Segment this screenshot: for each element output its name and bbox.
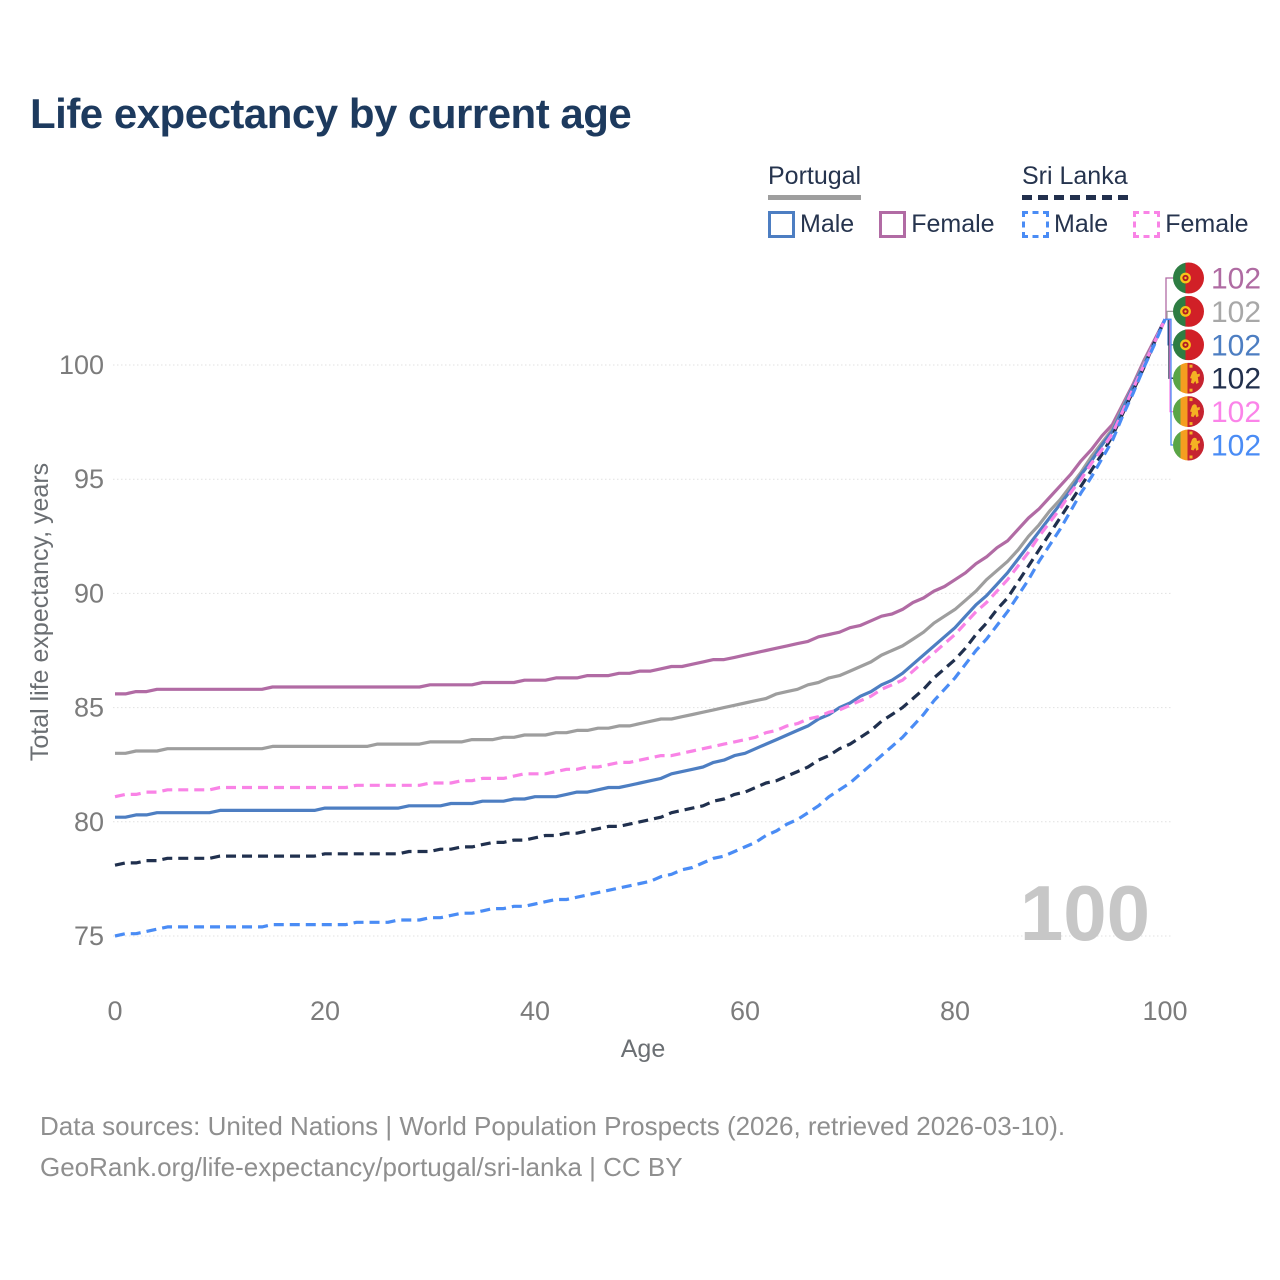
end-value-label: 102 bbox=[1211, 430, 1261, 463]
y-tick-label: 80 bbox=[74, 807, 104, 837]
end-value-label: 102 bbox=[1211, 296, 1261, 329]
legend-srilanka-items: Male Female bbox=[1022, 210, 1274, 239]
series-line-portugal-male bbox=[115, 318, 1167, 819]
portugal-flag-icon bbox=[1173, 296, 1204, 327]
legend-group-portugal: Portugal Male Female bbox=[768, 162, 1020, 239]
y-tick-label: 75 bbox=[74, 921, 104, 951]
end-value-label: 102 bbox=[1211, 396, 1261, 429]
x-axis-title: Age bbox=[621, 1035, 665, 1063]
sri-lanka-flag-icon bbox=[1173, 430, 1204, 461]
portugal-male-swatch bbox=[768, 211, 795, 238]
end-label-connector bbox=[1165, 277, 1173, 320]
series-layer bbox=[114, 318, 1167, 938]
end-label-connector bbox=[1165, 318, 1173, 446]
srilanka-female-swatch bbox=[1133, 211, 1161, 238]
srilanka-female-label: Female bbox=[1165, 210, 1249, 238]
footer-attribution: GeoRank.org/life-expectancy/portugal/sri… bbox=[40, 1152, 683, 1182]
portugal-flag-icon bbox=[1173, 263, 1204, 294]
sri-lanka-flag-icon bbox=[1173, 363, 1204, 394]
srilanka-male-label: Male bbox=[1054, 210, 1109, 238]
y-tick-label: 90 bbox=[74, 578, 104, 608]
footer-datasource: Data sources: United Nations | World Pop… bbox=[40, 1111, 1066, 1141]
x-tick-label: 40 bbox=[520, 996, 550, 1026]
legend-portugal-items: Male Female bbox=[768, 210, 1020, 239]
y-axis-title: Total life expectancy, years bbox=[26, 463, 54, 761]
srilanka-male-swatch bbox=[1022, 211, 1049, 238]
legend-group-srilanka: Sri Lanka Male Female bbox=[1022, 162, 1274, 239]
series-line-portugal-female bbox=[115, 318, 1167, 696]
y-tick-label: 100 bbox=[59, 350, 104, 380]
portugal-flag-icon bbox=[1173, 329, 1204, 360]
footer: Data sources: United Nations | World Pop… bbox=[40, 1106, 1065, 1188]
x-tick-label: 20 bbox=[310, 996, 340, 1026]
end-value-label: 102 bbox=[1211, 263, 1261, 296]
portugal-female-swatch bbox=[879, 211, 907, 238]
portugal-male-label: Male bbox=[800, 210, 855, 238]
sri-lanka-flag-icon bbox=[1173, 396, 1204, 427]
watermark-age-counter: 100 bbox=[1020, 869, 1150, 957]
end-value-label: 102 bbox=[1211, 363, 1261, 396]
portugal-female-label: Female bbox=[911, 210, 995, 238]
series-line-sri-lanka-female bbox=[114, 318, 1167, 799]
y-tick-label: 85 bbox=[74, 693, 104, 723]
x-tick-label: 80 bbox=[940, 996, 970, 1026]
x-tick-label: 0 bbox=[107, 996, 122, 1026]
x-tick-label: 60 bbox=[730, 996, 760, 1026]
end-label-connector bbox=[1165, 318, 1173, 379]
legend-srilanka-title: Sri Lanka bbox=[1022, 162, 1128, 200]
series-line-sri-lanka-total bbox=[114, 318, 1167, 867]
series-line-sri-lanka-male bbox=[114, 318, 1167, 938]
series-line-portugal-total bbox=[115, 318, 1167, 755]
end-value-label: 102 bbox=[1211, 329, 1261, 362]
legend-portugal-title: Portugal bbox=[768, 162, 862, 200]
grid-layer: 75 80 85 90 95 100 0 20 40 60 80 100 bbox=[59, 350, 1188, 1026]
y-tick-label: 95 bbox=[74, 464, 104, 494]
x-tick-label: 100 bbox=[1142, 996, 1187, 1026]
chart-title: Life expectancy by current age bbox=[30, 90, 632, 137]
